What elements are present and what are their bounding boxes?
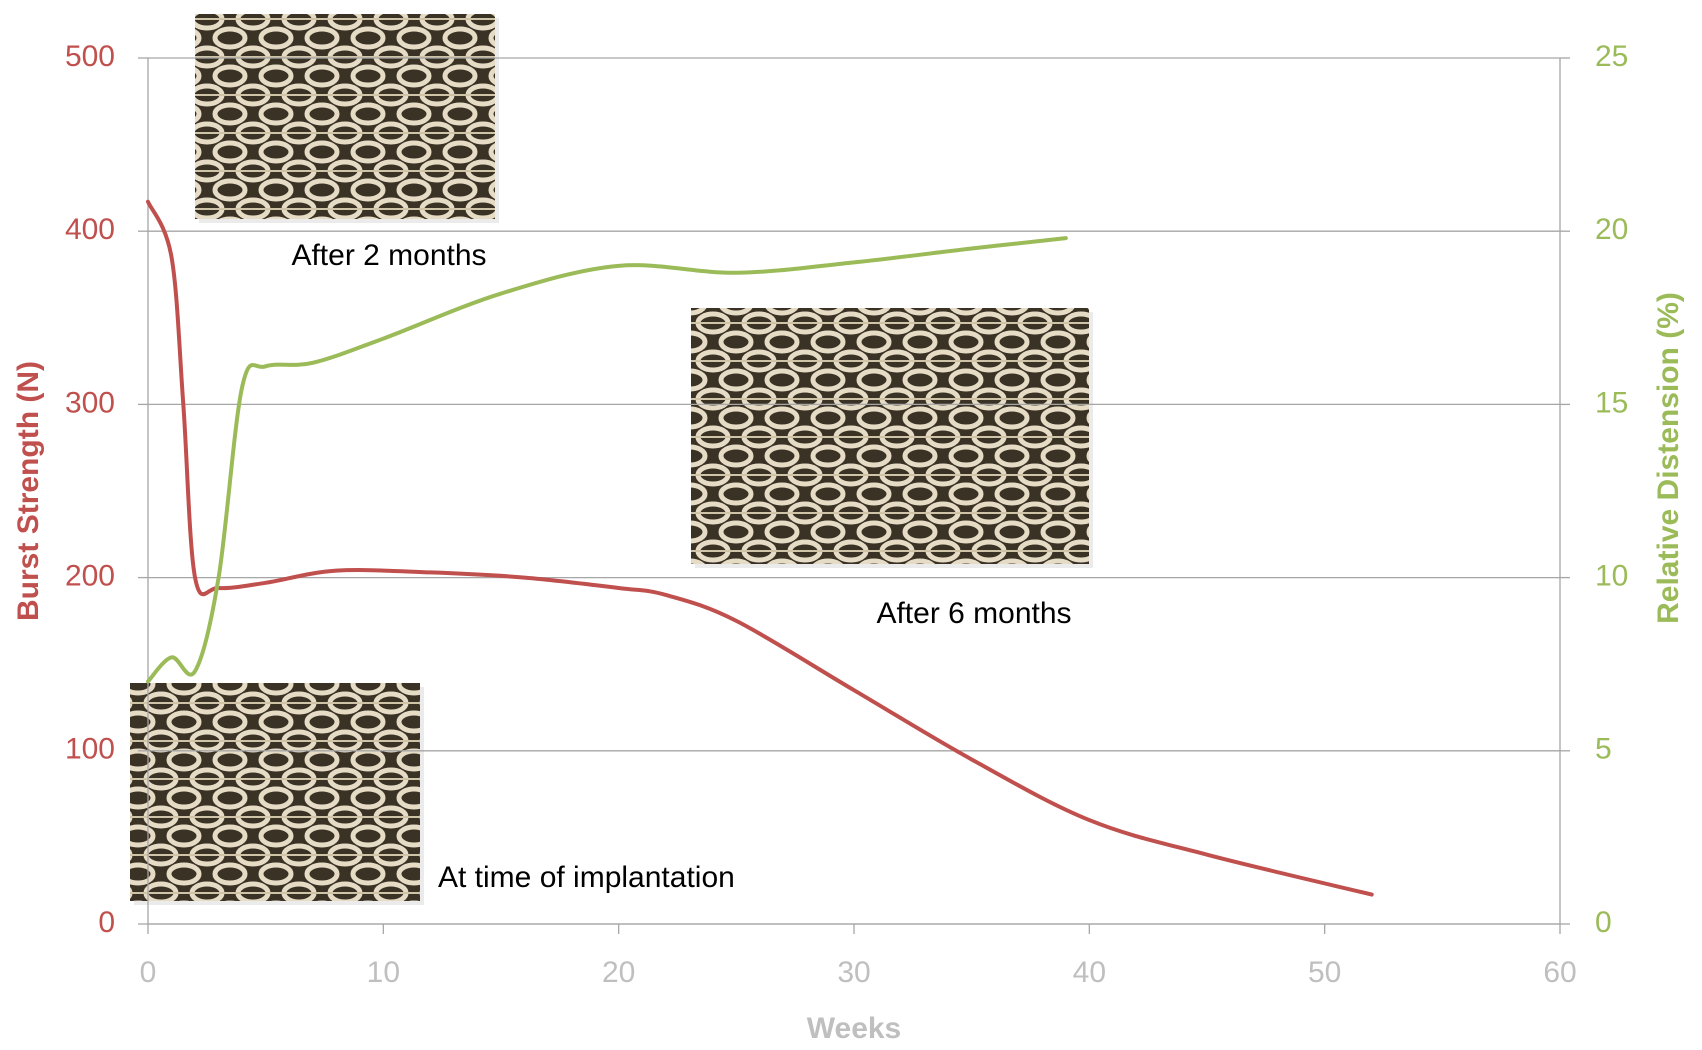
y-tick-label: 300	[65, 386, 115, 419]
page: {"chart_data": {"type": "line", "x_label…	[0, 0, 1702, 1050]
annotation: At time of implantation	[438, 861, 735, 894]
x-tick-label: 0	[140, 956, 157, 989]
x-axis-title: Weeks	[807, 1012, 902, 1045]
annotation: After 6 months	[876, 597, 1071, 630]
x-tick-label: 40	[1073, 956, 1106, 989]
y-tick-label: 400	[65, 213, 115, 246]
y-axis-title: Burst Strength (N)	[12, 361, 45, 621]
y2-tick-label: 20	[1595, 213, 1628, 246]
y2-tick-label: 5	[1595, 733, 1612, 766]
mesh-images	[130, 14, 1093, 905]
y-tick-label: 500	[65, 40, 115, 73]
chart: Burst Strength (N) Relative Distension (…	[0, 0, 1702, 1050]
y-tick-label: 200	[65, 560, 115, 593]
y-tick-label: 0	[98, 906, 115, 939]
y2-tick-label: 10	[1595, 560, 1628, 593]
y-tick-label: 100	[65, 733, 115, 766]
y2-tick-label: 0	[1595, 906, 1612, 939]
mesh-photo	[691, 308, 1089, 564]
x-tick-label: 10	[367, 956, 400, 989]
y2-axis-title: Relative Distension (%)	[1652, 292, 1685, 624]
x-tick-label: 60	[1543, 956, 1576, 989]
x-tick-label: 50	[1308, 956, 1341, 989]
mesh-photo	[130, 683, 420, 901]
mesh-photo	[195, 14, 495, 219]
annotation: After 2 months	[291, 239, 486, 272]
y2-tick-label: 25	[1595, 40, 1628, 73]
y2-tick-label: 15	[1595, 386, 1628, 419]
x-tick-label: 30	[837, 956, 870, 989]
x-tick-label: 20	[602, 956, 635, 989]
